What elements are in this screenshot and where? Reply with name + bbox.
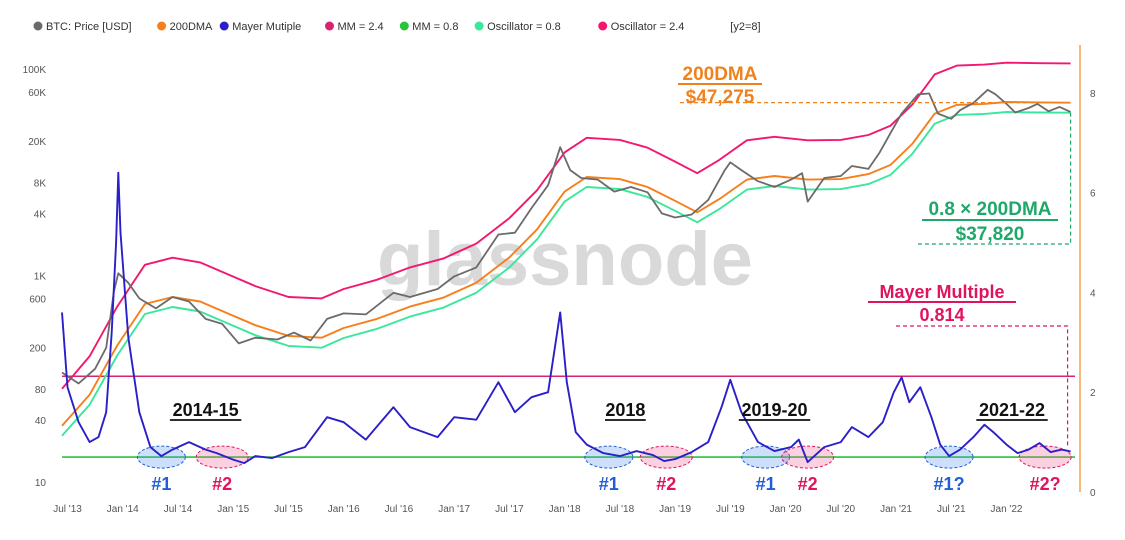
legend-label-dma: 200DMA bbox=[170, 21, 213, 33]
y-right-tick-8: 8 bbox=[1090, 89, 1096, 100]
x-tick-jul-21: Jul '21 bbox=[937, 504, 966, 515]
y-right-tick-0: 0 bbox=[1090, 488, 1096, 499]
x-tick-jul-14: Jul '14 bbox=[164, 504, 193, 515]
series-btc-price-usd bbox=[61, 88, 1071, 385]
x-tick-jan-16: Jan '16 bbox=[328, 504, 360, 515]
y-left-tick-80: 80 bbox=[35, 385, 47, 396]
legend-label-mayer: Mayer Mutiple bbox=[232, 21, 301, 33]
legend-label-mm08: MM = 0.8 bbox=[412, 21, 458, 33]
y-left-tick-20k: 20K bbox=[28, 137, 46, 148]
x-tick-jan-15: Jan '15 bbox=[217, 504, 249, 515]
annotation-osc-value: $37,820 bbox=[956, 224, 1025, 245]
legend-dot-osc24 bbox=[598, 21, 608, 31]
x-tick-jul-20: Jul '20 bbox=[827, 504, 856, 515]
x-tick-jan-21: Jan '21 bbox=[880, 504, 912, 515]
y-right-tick-6: 6 bbox=[1090, 189, 1096, 200]
marker-labels: #1 #2 #1 #2 #1 #2 #1? #2? bbox=[151, 474, 1060, 494]
y-left-tick-10: 10 bbox=[35, 478, 47, 489]
x-tick-jan-19: Jan '19 bbox=[659, 504, 691, 515]
annotation-osc-title: 0.8 × 200DMA bbox=[928, 199, 1051, 220]
x-tick-jan-20: Jan '20 bbox=[770, 504, 802, 515]
marker-label-4: #2 bbox=[656, 474, 676, 494]
series-oscillator-2-4 bbox=[61, 61, 1071, 390]
legend-dot-osc08 bbox=[474, 21, 484, 31]
x-tick-jan-22: Jan '22 bbox=[991, 504, 1023, 515]
marker-ellipse-7 bbox=[924, 445, 974, 469]
marker-label-6: #2 bbox=[798, 474, 818, 494]
legend-label-price: BTC: Price [USD] bbox=[46, 21, 132, 33]
marker-label-1: #1 bbox=[151, 474, 171, 494]
x-tick-jul-15: Jul '15 bbox=[274, 504, 303, 515]
right-axis: 8 6 4 2 0 bbox=[1090, 89, 1096, 499]
period-label-2014-15: 2014-15 bbox=[173, 400, 239, 420]
y-left-tick-4k: 4K bbox=[34, 209, 47, 220]
legend-dot-price bbox=[33, 21, 43, 31]
legend-dot-mm08 bbox=[399, 21, 409, 31]
x-tick-jul-13: Jul '13 bbox=[53, 504, 82, 515]
x-tick-jan-18: Jan '18 bbox=[549, 504, 581, 515]
marker-ellipse-6 bbox=[781, 445, 835, 469]
marker-label-7: #1? bbox=[934, 474, 965, 494]
x-tick-jul-18: Jul '18 bbox=[606, 504, 635, 515]
period-label-2018: 2018 bbox=[605, 400, 645, 420]
legend-dot-mayer bbox=[219, 21, 229, 31]
legend-label-osc24: Oscillator = 2.4 bbox=[611, 21, 685, 33]
marker-ellipse-3 bbox=[584, 445, 634, 469]
y-left-tick-600: 600 bbox=[29, 294, 46, 305]
marker-label-2: #2 bbox=[212, 474, 232, 494]
legend: BTC: Price [USD] 200DMA Mayer Mutiple MM = … bbox=[33, 21, 685, 33]
annotation-guides bbox=[680, 102, 1072, 448]
x-tick-jul-17: Jul '17 bbox=[495, 504, 524, 515]
y-right-tick-4: 4 bbox=[1090, 288, 1096, 299]
guide-mayer bbox=[896, 325, 1069, 448]
y-left-tick-1k: 1K bbox=[34, 272, 47, 283]
marker-ellipses bbox=[136, 445, 1072, 469]
reference-lines bbox=[62, 375, 1075, 458]
x-tick-jan-14: Jan '14 bbox=[107, 504, 139, 515]
y-right-tick-2: 2 bbox=[1090, 388, 1096, 399]
series-oscillator-0-8 bbox=[61, 111, 1071, 437]
y-left-tick-100k: 100K bbox=[23, 65, 47, 76]
x-tick-jan-17: Jan '17 bbox=[438, 504, 470, 515]
period-label-2021-22: 2021-22 bbox=[979, 400, 1045, 420]
legend-dot-dma bbox=[157, 21, 167, 31]
marker-ellipse-8 bbox=[1018, 445, 1072, 469]
left-axis: 100K 60K 20K 8K 4K 1K 600 200 80 40 10 bbox=[23, 65, 47, 489]
annotation-mayer-title: Mayer Multiple bbox=[879, 282, 1004, 302]
series-200dma bbox=[61, 101, 1071, 427]
legend-dot-mm24 bbox=[325, 21, 334, 31]
x-tick-jul-16: Jul '16 bbox=[385, 504, 414, 515]
series-layer bbox=[61, 61, 1071, 465]
x-tick-jul-19: Jul '19 bbox=[716, 504, 745, 515]
marker-ellipse-4 bbox=[639, 445, 693, 469]
y-left-tick-8k: 8K bbox=[34, 178, 47, 189]
y-left-tick-60k: 60K bbox=[28, 88, 46, 99]
marker-label-5: #1 bbox=[756, 474, 776, 494]
marker-ellipse-5 bbox=[741, 445, 791, 469]
legend-label-mm24: MM = 2.4 bbox=[338, 21, 384, 33]
series-mayer-mutiple bbox=[61, 171, 1071, 465]
watermark: glassnode bbox=[377, 217, 753, 302]
period-label-2019-20: 2019-20 bbox=[741, 400, 807, 420]
x-axis: Jul '13 Jan '14 Jul '14 Jan '15 Jul '15 Jan '… bbox=[53, 504, 1023, 515]
y-left-tick-200: 200 bbox=[29, 344, 46, 355]
period-labels: 2014-15 2018 2019-20 2021-22 bbox=[169, 400, 1048, 421]
annotation-dma-value: $47,275 bbox=[686, 87, 755, 108]
annotation-mayer-value: 0.814 bbox=[919, 305, 964, 325]
y-left-tick-40: 40 bbox=[35, 416, 47, 427]
marker-label-3: #1 bbox=[599, 474, 619, 494]
legend-label-osc08: Oscillator = 0.8 bbox=[487, 21, 561, 33]
legend-y2-note: [y2=8] bbox=[730, 21, 760, 33]
marker-label-8: #2? bbox=[1030, 474, 1061, 494]
annotation-dma-title: 200DMA bbox=[683, 64, 758, 85]
guide-osc bbox=[918, 112, 1072, 245]
marker-ellipse-1 bbox=[136, 445, 186, 469]
